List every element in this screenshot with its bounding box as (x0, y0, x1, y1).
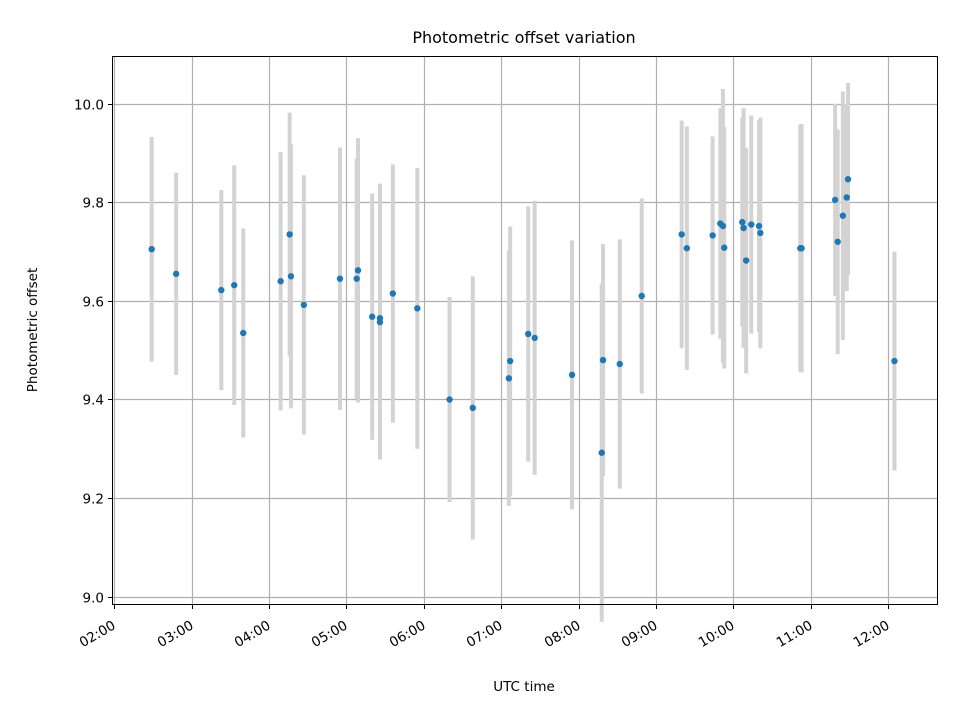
data-point (218, 286, 225, 294)
y-tick-label: 9.8 (83, 196, 104, 212)
data-point (721, 244, 728, 251)
grid (113, 57, 937, 604)
data-point (240, 329, 247, 337)
data-point (757, 229, 764, 237)
data-point (354, 267, 362, 274)
plot-area-frame (112, 56, 938, 605)
x-tick-label: 05:00 (309, 618, 351, 651)
data-point (469, 404, 476, 412)
data-point (277, 278, 284, 285)
data-point (525, 330, 532, 338)
data-point (638, 292, 645, 300)
data-point (300, 301, 308, 309)
x-tick-label: 03:00 (155, 618, 197, 651)
data-point (598, 449, 605, 456)
x-tick-label: 12:00 (851, 618, 893, 651)
data-point (286, 231, 293, 238)
data-point (683, 245, 691, 252)
x-tick-label: 07:00 (464, 618, 506, 651)
data-point (336, 275, 344, 282)
y-axis-ticks: 9.0 9.2 9.4 9.6 9.8 10.0 (74, 98, 113, 607)
x-tick-label: 04:00 (232, 618, 274, 651)
data-point (844, 176, 852, 183)
data-point (739, 218, 746, 226)
y-axis-label: Photometric offset (25, 268, 41, 392)
data-point (798, 245, 805, 252)
data-point (506, 357, 514, 365)
data-point (505, 375, 513, 382)
y-tick-label: 9.2 (83, 492, 104, 508)
data-point (740, 224, 747, 232)
x-axis-ticks: 02:00 03:00 04:00 05:00 06:00 07:00 08:00 09:00… (77, 604, 893, 651)
data-point (831, 196, 839, 204)
data-point (172, 270, 180, 278)
data-point (376, 314, 384, 322)
data-point (748, 221, 755, 228)
x-tick-label: 11:00 (774, 618, 816, 651)
data-point (755, 222, 763, 230)
y-tick-label: 9.6 (83, 295, 104, 311)
data-point (742, 257, 750, 264)
data-point (368, 313, 376, 320)
data-point (446, 396, 453, 403)
data-point (709, 232, 716, 239)
data-point (389, 290, 397, 297)
x-tick-label: 08:00 (542, 618, 584, 651)
y-tick-label: 10.0 (74, 98, 104, 114)
data-point (568, 371, 576, 379)
y-tick-label: 9.4 (83, 393, 104, 409)
data-point (231, 281, 238, 289)
data-point (414, 305, 421, 312)
data-point (834, 238, 841, 245)
x-tick-label: 02:00 (77, 618, 119, 651)
x-tick-label: 06:00 (387, 618, 429, 651)
chart-title: Photometric offset variation (412, 28, 635, 47)
data-point (531, 334, 538, 342)
data-point (616, 360, 623, 368)
error-bars (149, 83, 897, 622)
x-axis-label: UTC time (493, 679, 555, 695)
y-tick-label: 9.0 (83, 591, 104, 607)
data-point (678, 231, 685, 238)
data-point (719, 222, 727, 230)
data-point (599, 356, 607, 364)
data-point (353, 275, 360, 282)
data-point (891, 357, 898, 365)
data-point (148, 245, 155, 253)
data-point (287, 273, 295, 280)
data-point (839, 212, 847, 219)
x-tick-label: 09:00 (619, 618, 661, 651)
data-points (148, 176, 898, 456)
data-point (843, 194, 850, 201)
x-tick-label: 10:00 (696, 618, 738, 651)
